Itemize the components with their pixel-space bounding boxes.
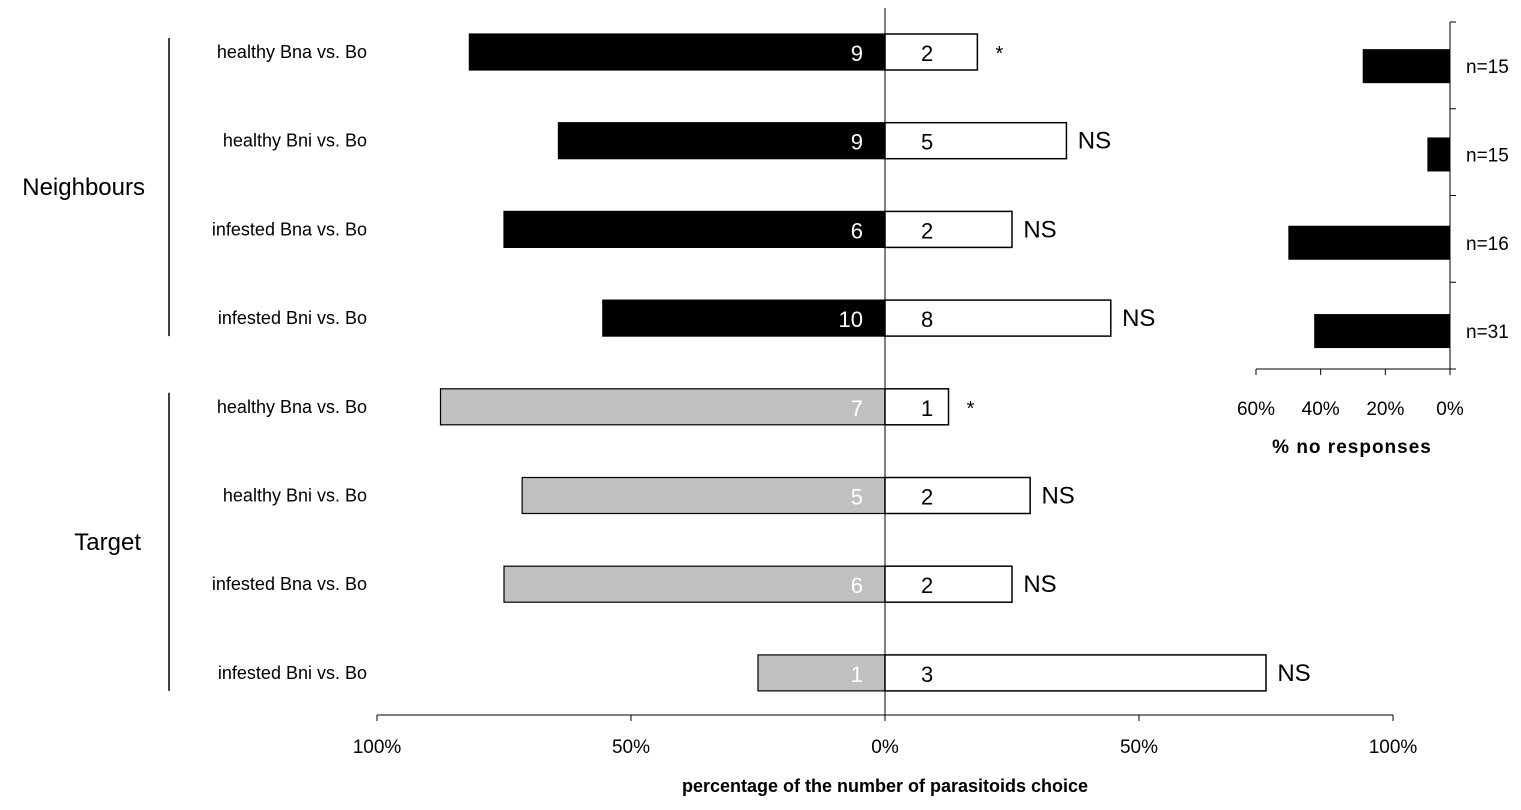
row-label: healthy Bna vs. Bo [217, 397, 367, 417]
significance-label: NS [1023, 216, 1056, 243]
left-count-label: 9 [851, 41, 863, 66]
row-label: healthy Bna vs. Bo [217, 42, 367, 62]
inset-bar [1288, 225, 1450, 260]
right-count-label: 3 [921, 662, 933, 687]
right-count-label: 1 [921, 396, 933, 421]
right-bar [884, 299, 1112, 337]
left-bar [521, 476, 886, 515]
right-bar [884, 476, 1031, 515]
right-bar [884, 654, 1267, 692]
left-count-label: 1 [851, 662, 863, 687]
row-label: infested Bna vs. Bo [212, 219, 367, 239]
left-count-label: 9 [851, 130, 863, 155]
inset-n-label: n=15 [1466, 57, 1509, 78]
right-bar [884, 565, 1013, 603]
group-label: Target [74, 529, 141, 556]
inset-bar [1362, 49, 1450, 84]
row-label: infested Bni vs. Bo [218, 663, 367, 683]
left-count-label: 10 [839, 307, 863, 332]
right-count-label: 8 [921, 307, 933, 332]
right-count-label: 2 [921, 218, 933, 243]
significance-label: NS [1078, 128, 1111, 155]
left-count-label: 7 [851, 396, 863, 421]
inset-x-axis-label: % no responses [1272, 437, 1432, 458]
right-bar [884, 121, 1068, 160]
row-label: healthy Bni vs. Bo [223, 486, 367, 506]
inset-bar [1427, 137, 1450, 172]
significance-label: * [967, 398, 975, 420]
group-label: Neighbours [22, 174, 145, 201]
significance-label: NS [1041, 483, 1074, 510]
inset-x-tick-label: 40% [1302, 399, 1340, 420]
x-tick-label: 0% [871, 737, 899, 758]
left-count-label: 6 [851, 218, 863, 243]
right-bar [884, 210, 1013, 249]
significance-label: NS [1122, 305, 1155, 332]
right-bar [884, 33, 979, 71]
left-bar [468, 33, 886, 71]
left-bar [602, 299, 886, 337]
left-bar [503, 565, 886, 603]
inset-x-tick-label: 20% [1366, 399, 1404, 420]
right-count-label: 2 [921, 41, 933, 66]
inset-x-tick-label: 60% [1237, 399, 1275, 420]
x-tick-label: 50% [612, 737, 650, 758]
right-bar [884, 388, 950, 426]
inset-n-label: n=31 [1466, 322, 1509, 343]
x-tick-label: 100% [353, 737, 402, 758]
right-count-label: 5 [921, 130, 933, 155]
significance-label: NS [1023, 571, 1056, 598]
inset-n-label: n=16 [1466, 234, 1509, 255]
significance-label: * [995, 43, 1003, 65]
row-label: healthy Bni vs. Bo [223, 131, 367, 151]
x-axis-label: percentage of the number of parasitoids … [682, 776, 1088, 796]
row-label: infested Bni vs. Bo [218, 308, 367, 328]
x-tick-label: 50% [1120, 737, 1158, 758]
right-count-label: 2 [921, 573, 933, 598]
left-bar [503, 210, 886, 248]
inset-bar [1314, 314, 1450, 349]
right-count-label: 2 [921, 485, 933, 510]
left-count-label: 6 [851, 573, 863, 598]
significance-label: NS [1277, 660, 1310, 687]
left-bar [439, 388, 886, 426]
inset-x-tick-label: 0% [1436, 399, 1464, 420]
left-count-label: 5 [851, 485, 863, 510]
x-tick-label: 100% [1369, 737, 1418, 758]
row-label: infested Bna vs. Bo [212, 574, 367, 594]
left-bar [757, 654, 886, 692]
left-bar [557, 122, 886, 160]
inset-n-label: n=15 [1466, 145, 1509, 166]
